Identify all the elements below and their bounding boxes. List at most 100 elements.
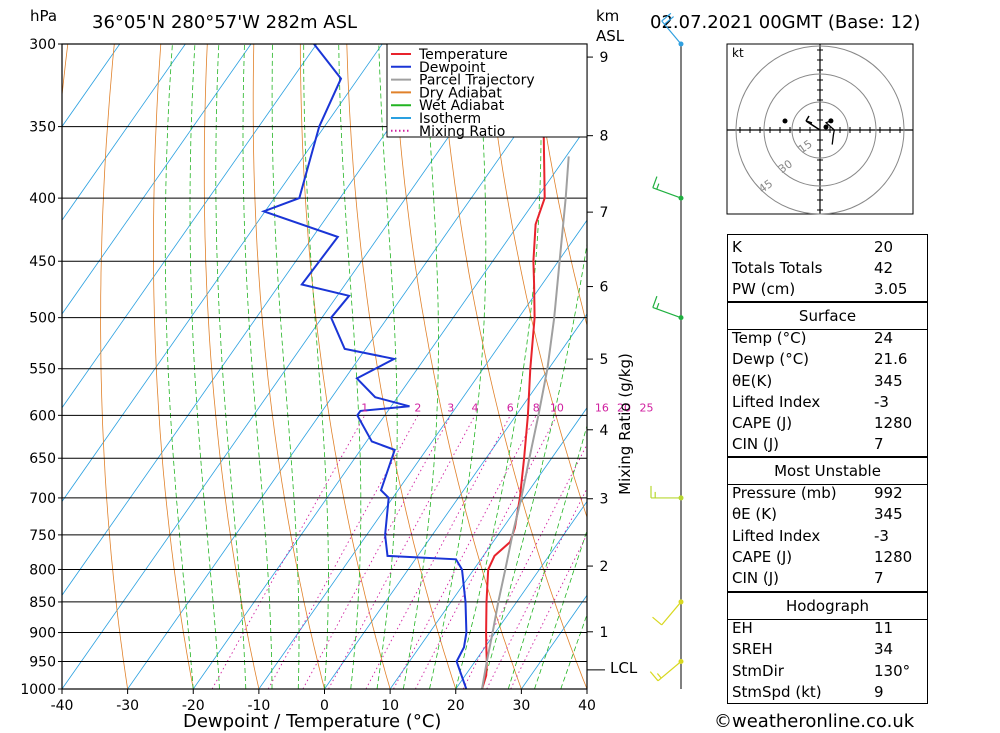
wind-barb-flag <box>664 16 674 25</box>
wind-barb-staff <box>661 601 682 626</box>
isobar-lines <box>58 43 587 690</box>
pressure-tick-label: 950 <box>29 655 56 671</box>
hodograph-unit-label: kt <box>732 46 744 60</box>
isotherm-line <box>62 44 121 128</box>
wind-barb <box>652 176 684 201</box>
wind-barb <box>652 295 684 321</box>
x-tick-label: 40 <box>578 698 596 714</box>
wind-barb-flag <box>652 176 658 189</box>
indices-table: K 20 Totals Totals 42 PW (cm) 3.05 <box>727 234 928 302</box>
wind-barb-flag <box>656 183 660 190</box>
wet-adiabat-line <box>189 44 220 689</box>
mixing-ratio-label: 10 <box>550 401 564 414</box>
pressure-tick-label: 650 <box>29 451 56 467</box>
pressure-tick-label: 750 <box>29 528 56 544</box>
wet-adiabat-line <box>164 44 194 689</box>
pressure-tick-label: 1000 <box>20 682 56 698</box>
mixing-ratio-label: 6 <box>507 401 514 414</box>
dewpoint-line <box>260 44 468 689</box>
hodo-row-sreh: SREH 34 <box>732 640 894 658</box>
legend-entry: Isotherm <box>419 111 481 127</box>
mixing-ratio-label: 1 <box>361 401 368 414</box>
isotherm-line <box>192 125 587 689</box>
mixing-ratio-axis-label: Mixing Ratio (g/kg) <box>616 353 634 495</box>
mixing-ratio-line <box>486 487 587 689</box>
mu-row-cin: CIN (J) 7 <box>732 569 884 587</box>
dry-adiabat-line <box>439 44 587 689</box>
wind-barb-staff <box>652 187 682 199</box>
pressure-tick-label: 600 <box>29 408 56 424</box>
storm-motion-arrow <box>805 115 821 131</box>
wind-barb-staff <box>657 661 682 682</box>
parcel-trajectory-line <box>481 156 570 689</box>
isotherm-line <box>258 219 587 689</box>
km-label: km <box>596 7 619 25</box>
wet-adiabat-line <box>376 44 398 689</box>
dry-adiabat-line <box>252 44 325 689</box>
mixing-ratio-label: 4 <box>471 401 478 414</box>
isotherm-line <box>62 44 383 503</box>
legend-entry: Parcel Trajectory <box>419 73 535 89</box>
surface-row-thetae: θE(K) 345 <box>732 372 903 390</box>
pressure-tick-label: 400 <box>29 191 56 207</box>
wind-barbs <box>649 12 684 689</box>
hodo-row-eh: EH 11 <box>732 619 894 637</box>
mixing-ratio-line <box>302 415 452 689</box>
dry-adiabat-line <box>951 44 1000 689</box>
wind-barb <box>661 12 684 47</box>
hodograph-ring <box>763 73 877 187</box>
hodograph-start <box>828 118 834 124</box>
credit-text: ©weatheronline.co.uk <box>714 711 915 732</box>
wind-barb-flag <box>652 295 658 308</box>
surface-title: Surface <box>798 307 857 325</box>
pressure-tick-label: 800 <box>29 562 56 578</box>
isotherm-line <box>389 407 587 689</box>
surface-row-cin: CIN (J) 7 <box>732 435 884 453</box>
km-tick-label: 1 <box>600 625 609 641</box>
x-tick-label: -40 <box>51 698 74 714</box>
location-title: 36°05'N 280°57'W 282m ASL <box>92 12 357 33</box>
dry-adiabat-line <box>100 44 128 689</box>
most-unstable-title: Most Unstable <box>774 462 881 480</box>
isotherm-line <box>62 44 317 409</box>
x-tick-label: 20 <box>447 698 465 714</box>
wet-adiabat-line <box>242 44 273 689</box>
wind-barb-flag <box>656 302 660 310</box>
pressure-tick-label: 350 <box>29 120 56 136</box>
mixing-ratio-label: 20 <box>617 401 631 414</box>
legend-entry: Temperature <box>418 47 508 63</box>
hodograph-table-title: Hodograph <box>785 597 870 615</box>
mixing-ratio-line <box>328 415 476 689</box>
datetime-title: 02.07.2021 00GMT (Base: 12) <box>650 12 920 33</box>
x-tick-label: 10 <box>381 698 399 714</box>
wet-adiabat-line <box>507 424 587 689</box>
hodo-row-stmdir: StmDir 130° <box>732 662 911 680</box>
mixing-ratio-label: 8 <box>533 401 540 414</box>
pressure-unit-label: hPa <box>30 7 57 25</box>
wind-barb <box>649 659 684 682</box>
plot-frame <box>61 43 588 690</box>
hodograph-point <box>782 118 788 124</box>
mixing-ratio-line <box>211 415 366 689</box>
pressure-tick-label: 700 <box>29 491 56 507</box>
wet-adiabat-line <box>215 44 247 689</box>
isotherm-line <box>62 44 186 221</box>
km-tick-label: 8 <box>600 129 609 145</box>
hodograph-ring <box>791 101 849 159</box>
isotherm-line <box>62 44 252 315</box>
km-tick-label: 7 <box>600 205 609 221</box>
wind-barb-staff <box>652 306 682 319</box>
hodograph-trace <box>824 120 836 145</box>
mu-row-pressure: Pressure (mb) 992 <box>732 484 903 502</box>
x-axis-label: Dewpoint / Temperature (°C) <box>183 711 441 732</box>
legend-entry: Mixing Ratio <box>419 124 505 140</box>
storm-motion-point <box>823 124 829 130</box>
legend-entry: Dewpoint <box>419 60 486 76</box>
wind-barb <box>650 485 684 501</box>
dry-adiabat-line <box>346 44 457 689</box>
legend-entry: Dry Adiabat <box>419 85 502 101</box>
